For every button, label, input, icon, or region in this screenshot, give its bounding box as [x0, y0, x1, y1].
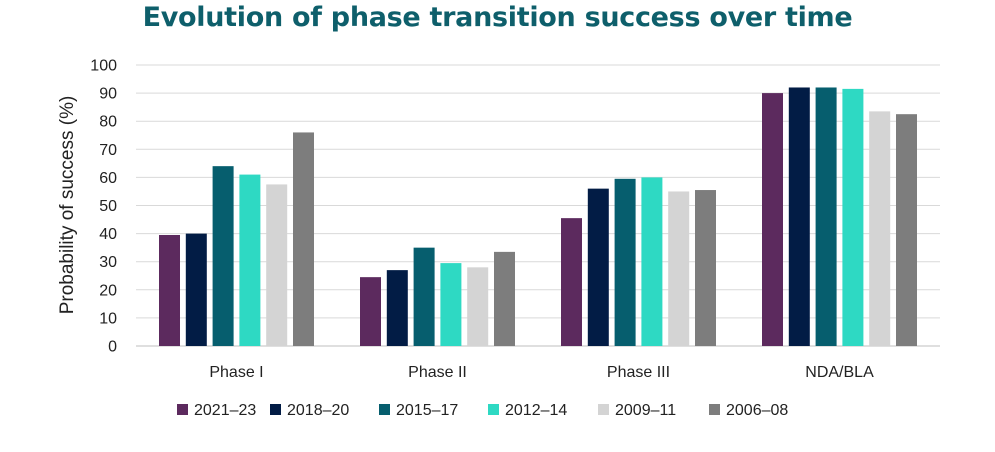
bar-phase-ii-1	[386, 270, 408, 346]
bar-nda-bla-3	[842, 88, 864, 346]
chart-title: Evolution of phase transition success ov…	[142, 2, 853, 33]
bar-phase-ii-4	[467, 267, 489, 346]
bar-phase-iii-0	[561, 218, 582, 346]
legend-label: 2012–14	[505, 402, 567, 419]
bar-phase-ii-3	[440, 263, 462, 346]
bar-nda-bla-0	[762, 93, 783, 346]
bar-phase-iii-3	[641, 177, 663, 346]
y-tick-label: 10	[99, 310, 117, 327]
x-tick-label: Phase I	[209, 364, 263, 381]
bar-phase-ii-2	[413, 247, 435, 346]
y-tick-label: 40	[99, 226, 117, 243]
bar-phase-iii-1	[587, 188, 609, 346]
bar-phase-ii-0	[360, 277, 381, 346]
bar-phase-iii-4	[668, 191, 690, 346]
legend-label: 2006–08	[726, 402, 788, 419]
legend-swatch	[270, 404, 281, 415]
bar-phase-i-4	[266, 184, 288, 346]
y-tick-label: 80	[99, 114, 117, 131]
bar-nda-bla-5	[896, 114, 917, 346]
axes: 0 10 20 30 40 50 60 70 80 90 100 Phase I Phase II Pha…	[90, 58, 874, 382]
bar-phase-i-0	[159, 235, 180, 346]
y-tick-label: 70	[99, 142, 117, 159]
bar-phase-i-2	[212, 166, 234, 346]
bar-nda-bla-4	[869, 111, 891, 347]
y-axis-label: Probability of success (%)	[57, 96, 78, 315]
y-tick-label: 90	[99, 86, 117, 103]
y-tick-label: 100	[90, 58, 117, 75]
y-tick-label: 20	[99, 282, 117, 299]
legend-swatch	[488, 404, 499, 415]
y-tick-label: 50	[99, 198, 117, 215]
bar-phase-ii-5	[494, 251, 515, 346]
legend: 2021–23 2018–20 2015–17 2012–14 2009–11 2006–…	[177, 402, 788, 419]
y-tick-label: 60	[99, 170, 117, 187]
legend-swatch	[709, 404, 720, 415]
y-tick-label: 30	[99, 254, 117, 271]
y-tick-label: 0	[108, 339, 117, 356]
legend-label: 2009–11	[615, 402, 676, 419]
x-tick-label: NDA/BLA	[805, 364, 874, 381]
bar-phase-i-3	[239, 174, 261, 346]
bar-phase-iii-2	[614, 178, 636, 346]
legend-label: 2021–23	[194, 402, 256, 419]
legend-label: 2015–17	[396, 402, 458, 419]
bar-phase-i-1	[185, 233, 207, 346]
bar-nda-bla-1	[788, 87, 810, 346]
bar-nda-bla-2	[815, 87, 837, 346]
bar-phase-i-5	[293, 132, 314, 346]
x-tick-label: Phase III	[607, 364, 670, 381]
legend-swatch	[598, 404, 609, 415]
legend-swatch	[379, 404, 390, 415]
x-tick-label: Phase II	[408, 364, 467, 381]
bar-phase-iii-5	[695, 190, 716, 346]
legend-label: 2018–20	[287, 402, 349, 419]
bars	[159, 87, 917, 347]
legend-swatch	[177, 404, 188, 415]
